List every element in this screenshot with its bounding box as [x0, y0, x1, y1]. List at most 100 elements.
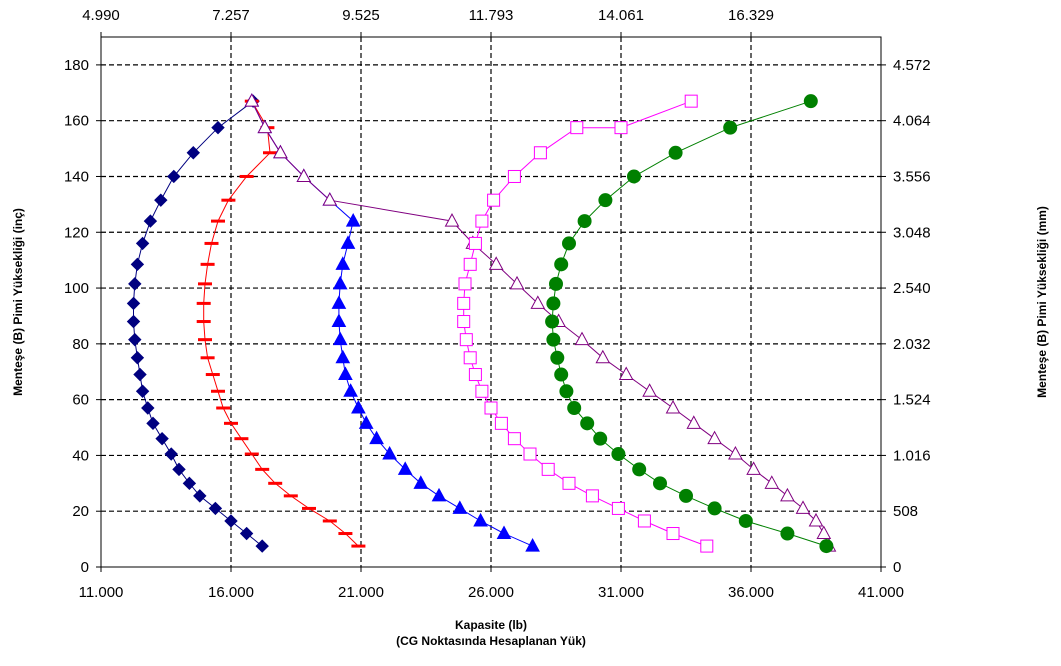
data-point [208, 501, 223, 516]
y-right-tick-label: 1.016 [893, 447, 931, 464]
data-point [369, 430, 384, 445]
data-point [593, 431, 608, 446]
data-point [700, 539, 714, 553]
y-right-tick-label: 508 [893, 503, 918, 520]
x-tick-label: 36.000 [728, 584, 774, 601]
data-point [268, 481, 283, 485]
data-point [554, 367, 569, 382]
x-tick-label: 41.000 [858, 584, 904, 601]
data-point [358, 415, 374, 429]
data-point [632, 462, 647, 477]
data-point [728, 445, 743, 460]
data-point [198, 282, 212, 286]
data-point [351, 544, 366, 548]
data-point [541, 462, 555, 476]
y-axis-title-right: Menteşe (B) Pimi Yüksekliği (mm) [1035, 206, 1049, 398]
plot-area [100, 36, 882, 568]
data-point [595, 349, 611, 364]
data-point [200, 356, 215, 360]
data-point [546, 296, 561, 311]
axes: 11.000 16.000 21.000 26.000 31.000 36.000 41.0… [64, 7, 931, 601]
data-point [545, 314, 560, 329]
data-point [530, 295, 546, 309]
x-top-tick-label: 14.061 [598, 7, 644, 24]
series-group [126, 93, 837, 554]
y-right-tick-label: 4.572 [893, 57, 931, 74]
data-point [642, 383, 657, 397]
data-point [509, 275, 525, 290]
data-point [351, 399, 366, 414]
data-point [221, 198, 236, 202]
data-point [196, 301, 211, 305]
data-point [216, 406, 231, 410]
data-point [322, 192, 338, 206]
data-point [244, 452, 259, 456]
data-point [322, 519, 337, 523]
data-point [577, 214, 592, 229]
y-right-tick-label: 1.524 [893, 392, 931, 409]
data-point [444, 213, 460, 227]
data-point [257, 119, 273, 134]
x-tick-label: 11.000 [79, 584, 124, 601]
data-point [239, 174, 254, 178]
data-point [146, 416, 160, 431]
data-point [345, 213, 361, 227]
data-point [507, 432, 521, 446]
x-top-tick-label: 11.793 [469, 7, 514, 24]
data-point [338, 532, 353, 536]
data-point [668, 145, 683, 160]
data-point [554, 257, 569, 272]
data-point [484, 401, 498, 415]
data-point [618, 366, 634, 381]
y-right-tick-label: 0 [893, 559, 901, 576]
data-point [331, 295, 347, 309]
data-point [126, 296, 141, 311]
y-tick-label: 160 [64, 113, 89, 130]
data-point [549, 276, 563, 291]
data-point [335, 349, 351, 364]
data-point [562, 236, 576, 251]
data-point [611, 447, 626, 462]
data-point [598, 193, 613, 208]
data-point [574, 331, 590, 346]
x-tick-label: 16.000 [208, 584, 254, 601]
data-point [496, 525, 512, 540]
data-point [128, 332, 142, 347]
data-point [803, 94, 818, 109]
data-point [679, 488, 693, 503]
data-point [533, 146, 547, 160]
y-tick-label: 0 [81, 559, 89, 576]
data-point [255, 467, 270, 471]
y-tick-label: 120 [64, 224, 89, 241]
y-right-tick-label: 3.556 [893, 168, 931, 185]
data-point [585, 489, 599, 503]
data-point [302, 506, 316, 510]
data-point [204, 241, 219, 245]
data-point [559, 384, 574, 399]
data-point [135, 236, 150, 251]
data-point [255, 539, 269, 553]
data-point [211, 120, 225, 135]
data-point [684, 94, 698, 108]
data-point [707, 501, 722, 516]
data-point [452, 500, 468, 514]
data-point [182, 476, 197, 491]
data-point [475, 214, 489, 228]
data-point [205, 373, 220, 377]
data-point [816, 525, 832, 540]
y-right-tick-label: 3.048 [893, 224, 931, 241]
series-6 [545, 94, 834, 554]
data-point [457, 296, 471, 310]
data-point [523, 447, 537, 461]
series-5 [457, 94, 714, 553]
data-point [494, 416, 508, 430]
data-point [234, 437, 249, 441]
data-point [459, 333, 473, 347]
x-tick-label: 31.000 [598, 584, 644, 601]
data-point [468, 236, 482, 250]
data-point [211, 389, 225, 393]
data-point [707, 430, 722, 445]
data-point [130, 351, 145, 365]
data-point [546, 332, 561, 347]
data-point [382, 445, 397, 460]
